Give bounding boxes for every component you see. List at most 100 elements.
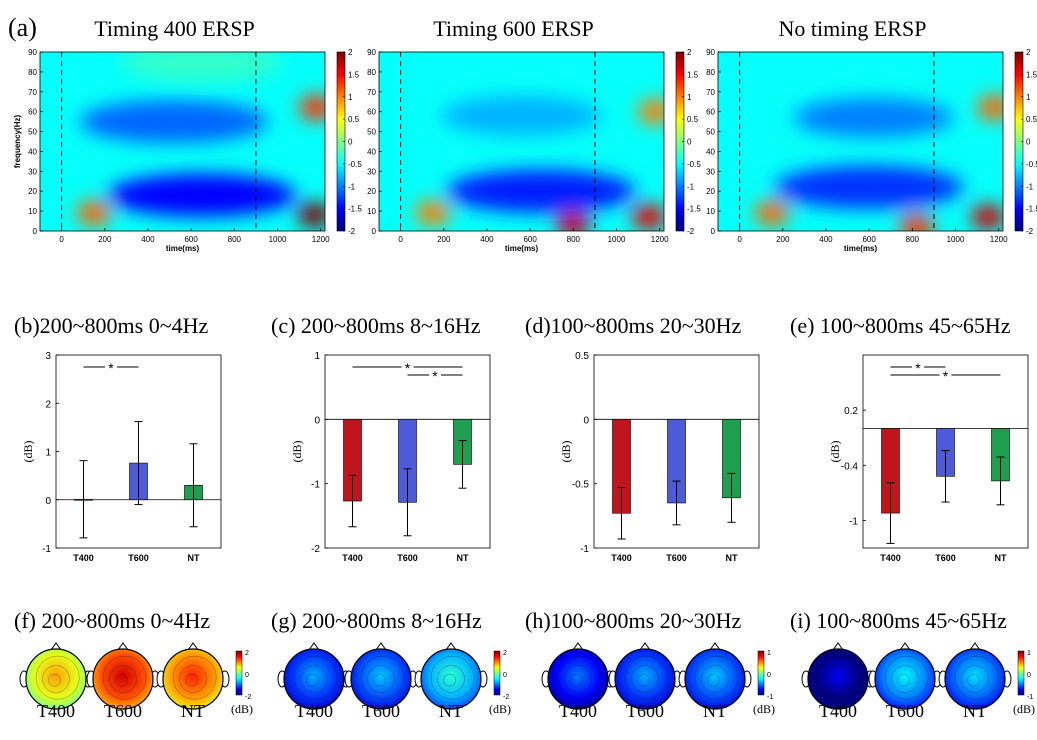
category-label: T400 — [880, 553, 901, 563]
y-tick-label: 70 — [28, 88, 37, 97]
heatmap-blob — [970, 204, 1003, 230]
y-tick-label: 10 — [28, 207, 37, 216]
topo-contour — [367, 665, 395, 693]
heatmap-blobs — [415, 95, 664, 231]
x-tick-label: 1000 — [608, 235, 626, 244]
topo-contour — [701, 665, 729, 693]
heatmap-blob — [297, 202, 325, 228]
topo-colorbar-tick-label: 0 — [767, 672, 771, 679]
topo-contour — [824, 665, 852, 693]
topo-contour — [437, 665, 465, 693]
y-tick-label: -1 — [580, 544, 589, 555]
significance-star: * — [915, 360, 921, 376]
significance-star: * — [405, 360, 411, 376]
heatmap-frame — [39, 51, 326, 232]
x-tick-label: 1000 — [947, 235, 965, 244]
x-axis-label: time(ms) — [505, 244, 539, 253]
head-nose — [187, 642, 199, 651]
colorbar-tick-label: 1.5 — [348, 70, 360, 79]
significance-star: * — [432, 368, 438, 384]
y-tick-label: 80 — [706, 68, 715, 77]
topo-condition-label: T600 — [886, 701, 924, 721]
heatmap-blob — [415, 200, 451, 226]
y-tick-label: 50 — [706, 128, 715, 137]
bar-chart-title: (e) 100~800ms 45~65Hz — [790, 313, 1011, 338]
topo-contour — [817, 655, 862, 700]
heatmap-frame — [717, 51, 1004, 232]
topo-colorbar — [1017, 650, 1025, 696]
topo-head — [874, 648, 936, 710]
heatmap-body — [718, 52, 1003, 231]
ersp-panel: 0 200 400 600 800 1000 12000102030405060708090… — [706, 16, 1037, 253]
topo-colorbar-tick-label: -1 — [767, 694, 773, 701]
colorbar-tick-label: 0.5 — [348, 115, 360, 124]
topo-contour — [624, 655, 669, 700]
colorbar-tick-label: -1.5 — [687, 205, 701, 214]
topo-contour — [109, 665, 137, 693]
x-tick-label: 1000 — [269, 235, 287, 244]
topo-contour — [961, 665, 989, 693]
ersp-row: 0 200 400 600 800 1000 12000102030405060708090… — [13, 16, 1037, 253]
y-tick-label: 10 — [367, 207, 376, 216]
y-tick-label: -1 — [42, 544, 51, 555]
topo-contour — [637, 674, 650, 687]
ersp-title: Timing 400 ERSP — [94, 16, 255, 41]
topo-unit-label: (dB) — [753, 702, 775, 716]
x-axis-label: time(ms) — [844, 244, 878, 253]
topo-condition-label: T600 — [362, 701, 400, 721]
colorbar-tick-label: 1.5 — [1026, 70, 1037, 79]
topo-contour — [564, 665, 592, 693]
topo-contour — [884, 655, 929, 700]
topo-contour — [102, 655, 147, 700]
category-label: T400 — [611, 553, 632, 563]
colorbar-tick-label: -0.5 — [348, 160, 362, 169]
heatmap-blob — [441, 95, 602, 136]
bar-chart-title: (c) 200~800ms 8~16Hz — [271, 313, 481, 338]
heatmap-blob — [793, 97, 954, 138]
colorbar-tick-label: -1.5 — [348, 205, 362, 214]
topo-contour — [954, 655, 999, 700]
topo-colorbar-tick-label: 2 — [503, 650, 507, 657]
topo-contour — [570, 674, 583, 687]
heatmap-body — [379, 52, 664, 231]
x-tick-label: 600 — [523, 235, 537, 244]
topo-condition-label: NT — [703, 701, 727, 721]
heatmap-blob — [79, 100, 268, 144]
y-tick-label: -0.4 — [841, 461, 859, 472]
topo-colorbar-tick-label: -2 — [245, 694, 251, 701]
colorbar-tick-label: -2 — [687, 227, 695, 236]
x-tick-label: 1200 — [990, 235, 1008, 244]
colorbar-tick-label: 2 — [348, 48, 353, 57]
topo-unit-label: (dB) — [489, 702, 511, 716]
topo-colorbar-tick-label: 0 — [503, 672, 507, 679]
y-axis-label: (dB) — [559, 441, 573, 463]
topo-contour — [430, 655, 475, 700]
head-nose — [969, 642, 981, 651]
heatmap-blob — [638, 99, 664, 125]
y-tick-label: -0.5 — [572, 480, 590, 491]
topo-contour — [293, 655, 338, 700]
colorbar-tick-label: -1 — [1026, 182, 1034, 191]
category-label: T600 — [128, 553, 149, 563]
topo-unit-label: (dB) — [1013, 702, 1035, 716]
y-tick-label: 40 — [28, 147, 37, 156]
head-nose — [832, 642, 844, 651]
heatmap-blob — [977, 95, 1003, 121]
x-tick-label: 400 — [141, 235, 155, 244]
y-tick-label: 0 — [33, 227, 38, 236]
topo-title: (g) 200~800ms 8~16Hz — [271, 608, 482, 633]
heatmap-blob — [299, 95, 325, 121]
x-tick-label: 200 — [437, 235, 451, 244]
y-tick-label: 60 — [367, 108, 376, 117]
y-tick-label: -2 — [311, 544, 320, 555]
bar-chart-title: (d)100~800ms 20~30Hz — [525, 313, 742, 338]
topo-head — [162, 648, 224, 710]
topo-panel: (f) 200~800ms 0~4Hz T400 T600 NT 2 0 -2(dB) — [14, 608, 253, 721]
topo-contour — [179, 665, 207, 693]
panel-a-letter: (a) — [8, 13, 37, 42]
colorbar-tick-label: 0.5 — [687, 115, 699, 124]
y-axis-label: frequency(Hz) — [13, 114, 22, 168]
head-nose — [375, 642, 387, 651]
topo-contour — [300, 665, 328, 693]
